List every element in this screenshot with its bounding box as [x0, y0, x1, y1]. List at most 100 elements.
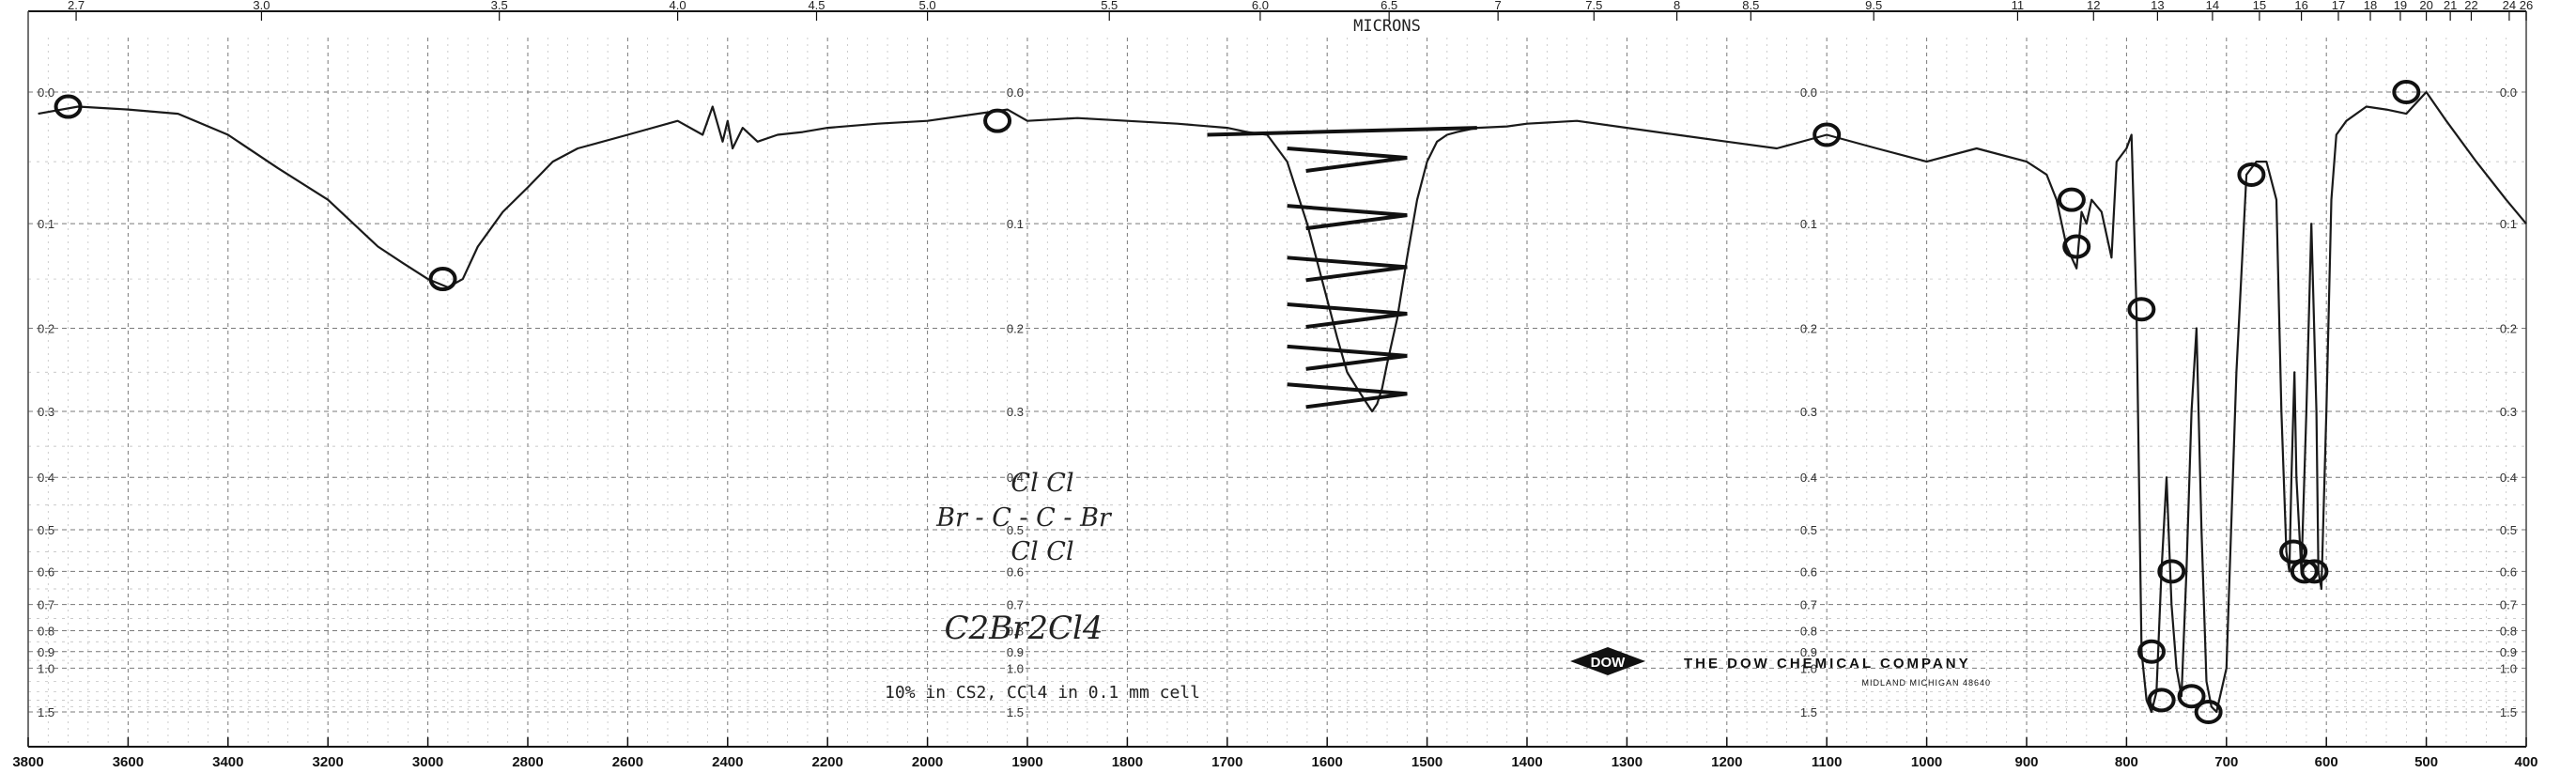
top-tick-label: 20	[2419, 0, 2432, 12]
plot-frame	[27, 10, 2527, 748]
y-tick-label: 0.3	[1007, 405, 1024, 419]
company-name: THE DOW CHEMICAL COMPANY	[1684, 656, 1971, 672]
top-tick-label: 24	[2503, 0, 2516, 12]
y-tick-label: 1.5	[2500, 705, 2517, 719]
y-tick-label: 0.8	[1800, 625, 1817, 639]
peak-circle-mark	[1812, 122, 1842, 147]
structure-bottom-label: Cl Cl	[1010, 537, 1073, 566]
top-tick-label: 14	[2206, 0, 2219, 12]
y-tick-label: 0.8	[1007, 625, 1024, 639]
y-tick-label: 1.0	[1007, 661, 1024, 675]
x-tick-label: 3000	[412, 754, 443, 770]
y-tick-label: 0.4	[1007, 471, 1024, 485]
y-tick-label: 0.3	[2500, 405, 2517, 419]
structure-mid-label: Br - C - C - Br	[935, 503, 1113, 533]
x-tick-label: 3600	[113, 754, 144, 770]
top-tick-label: 19	[2394, 0, 2407, 12]
x-tick-label: 900	[2014, 754, 2038, 770]
y-axis-ticks-mid-1: 0.0 0.1 0.2 0.3 0.4 0.5 0.6 0.7 0.8 0.9 1.0 1.5	[1007, 85, 1024, 719]
peak-circle-mark	[2062, 234, 2091, 259]
x-tick-label: 1500	[1411, 754, 1442, 770]
spectrum-series	[38, 80, 2527, 724]
x-tick-label: 600	[2315, 754, 2338, 770]
x-tick-label: 1300	[1612, 754, 1643, 770]
y-tick-label: 0.8	[2500, 625, 2517, 639]
y-tick-label: 0.6	[1800, 564, 1817, 579]
y-tick-label: 0.4	[38, 471, 54, 485]
y-tick-label: 0.6	[2500, 564, 2517, 579]
top-axis-ticks: 2.7 3.0 3.5 4.0 4.5 5.0 5.5 6.0 6.5 7 7.5 8 8.5 9.5 11…	[68, 0, 2533, 21]
top-tick-label: 18	[2364, 0, 2377, 12]
top-tick-label: 21	[2444, 0, 2457, 12]
sample-note: 10% in CS2, CCl4 in 0.1 mm cell	[885, 683, 1200, 703]
y-tick-label: 1.0	[38, 661, 54, 675]
y-tick-label: 0.5	[38, 523, 54, 537]
top-tick-label: 3.5	[491, 0, 508, 12]
x-tick-label: 2000	[912, 754, 943, 770]
x-tick-label: 3400	[212, 754, 243, 770]
x-tick-label: 1000	[1911, 754, 1942, 770]
y-axis-ticks-right: 0.0 0.1 0.2 0.3 0.4 0.5 0.6 0.7 0.8 0.9 1.0 1.5	[2500, 85, 2517, 719]
y-tick-label: 0.5	[1007, 523, 1024, 537]
y-tick-label: 1.5	[1007, 705, 1024, 719]
top-tick-label: 6.5	[1381, 0, 1397, 12]
peak-circle-mark	[2237, 162, 2266, 187]
top-tick-label: 11	[2012, 0, 2025, 12]
x-tick-label: 2600	[612, 754, 643, 770]
x-tick-label: 1100	[1812, 754, 1843, 770]
top-tick-label: 26	[2520, 0, 2533, 12]
top-tick-label: 7	[1495, 0, 1502, 12]
formula-label: C2Br2Cl4	[944, 610, 1103, 647]
x-tick-label: 1800	[1112, 754, 1143, 770]
top-tick-label: 6.0	[1252, 0, 1269, 12]
x-tick-label: 1700	[1211, 754, 1242, 770]
x-axis-ticks: 3800 3600 3400 3200 3000 2800 2600 2400 2200 2000…	[12, 737, 2538, 770]
company-location: MIDLAND MICHIGAN 48640	[1861, 678, 1991, 688]
y-tick-label: 0.3	[1800, 405, 1817, 419]
y-tick-label: 0.0	[1007, 85, 1024, 100]
y-tick-label: 0.9	[1800, 645, 1817, 659]
y-tick-label: 0.8	[38, 625, 54, 639]
top-tick-label: 15	[2253, 0, 2266, 12]
x-tick-label: 2400	[712, 754, 743, 770]
top-tick-label: 3.0	[253, 0, 270, 12]
top-tick-label: 13	[2151, 0, 2164, 12]
peak-circle-mark	[2290, 559, 2319, 584]
top-tick-label: 4.0	[670, 0, 686, 12]
top-tick-label: 16	[2294, 0, 2307, 12]
x-tick-label: 700	[2214, 754, 2238, 770]
y-tick-label: 0.7	[1800, 598, 1817, 612]
y-tick-label: 0.5	[2500, 523, 2517, 537]
x-tick-label: 2200	[812, 754, 843, 770]
y-tick-label: 0.4	[1800, 471, 1817, 485]
y-axis-ticks-mid-2: 0.0 0.1 0.2 0.3 0.4 0.5 0.6 0.7 0.8 0.9 1.0 1.5	[1800, 85, 1817, 719]
y-axis-ticks-left: 0.0 0.1 0.2 0.3 0.4 0.5 0.6 0.7 0.8 0.9 1.0 1.5	[38, 85, 54, 719]
y-tick-label: 0.2	[1007, 322, 1024, 336]
top-tick-label: 22	[2464, 0, 2477, 12]
y-tick-label: 1.0	[2500, 661, 2517, 675]
top-tick-label: 12	[2087, 0, 2100, 12]
y-tick-label: 0.3	[38, 405, 54, 419]
top-tick-label: 8.5	[1742, 0, 1759, 12]
y-tick-label: 0.0	[1800, 85, 1817, 100]
y-tick-label: 0.9	[38, 645, 54, 659]
x-tick-label: 1200	[1711, 754, 1742, 770]
y-tick-label: 0.7	[1007, 598, 1024, 612]
dow-logo-text: DOW	[1591, 655, 1627, 671]
y-tick-label: 0.1	[38, 217, 54, 231]
dow-logo: DOW	[1570, 647, 1645, 675]
x-tick-label: 800	[2115, 754, 2138, 770]
y-tick-label: 0.1	[1800, 217, 1817, 231]
y-tick-label: 0.2	[38, 322, 54, 336]
x-tick-label: 3200	[313, 754, 344, 770]
top-tick-label: 5.5	[1101, 0, 1118, 12]
y-tick-label: 0.9	[2500, 645, 2517, 659]
top-tick-label: 7.5	[1585, 0, 1602, 12]
peak-circle-mark	[2147, 688, 2176, 713]
top-tick-label: 4.5	[808, 0, 825, 12]
x-tick-label: 2800	[512, 754, 543, 770]
top-axis-title: MICRONS	[1353, 17, 1421, 36]
x-tick-label: 500	[2414, 754, 2438, 770]
